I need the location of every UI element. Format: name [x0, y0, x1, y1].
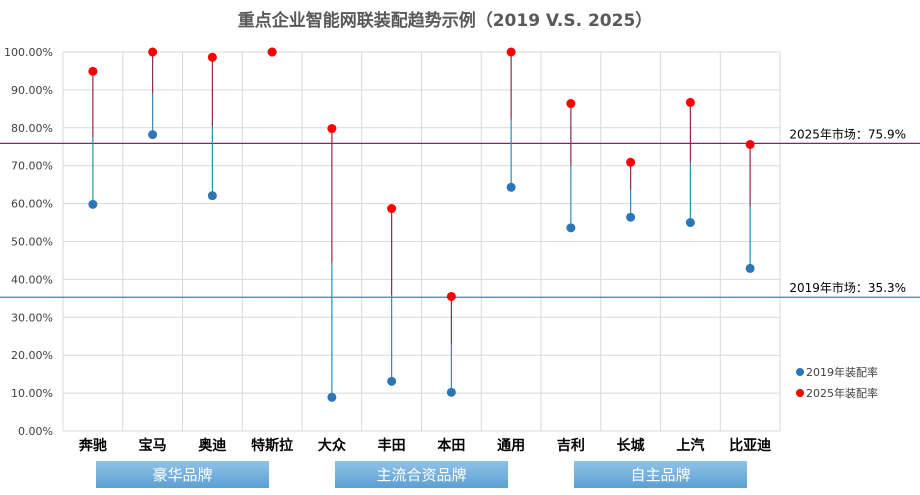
- reference-line-label: 2025年市场：75.9%: [789, 126, 906, 141]
- y-axis: 0.00% 10.00% 20.00% 30.00% 40.00% 50.00% 60.00…: [4, 46, 53, 438]
- y-tick-label: 70.00%: [11, 160, 53, 173]
- y-tick-label: 80.00%: [11, 122, 53, 135]
- point-2019: [387, 376, 397, 386]
- y-tick-label: 0.00%: [18, 425, 53, 438]
- y-tick-label: 10.00%: [11, 387, 53, 400]
- point-2019: [626, 212, 636, 222]
- x-tick-label: 比亚迪: [729, 437, 771, 454]
- y-tick-label: 100.00%: [4, 46, 53, 59]
- point-2019: [745, 263, 755, 273]
- point-2025: [506, 47, 516, 57]
- point-2025: [327, 124, 337, 134]
- point-2025: [387, 204, 397, 214]
- x-tick-label: 丰田: [378, 437, 406, 454]
- point-2025: [148, 47, 158, 57]
- y-tick-label: 50.00%: [11, 236, 53, 249]
- x-tick-label: 通用: [497, 438, 525, 454]
- group-bar: [96, 461, 269, 488]
- y-tick-label: 60.00%: [11, 198, 53, 211]
- point-2019: [506, 182, 516, 192]
- point-2025: [685, 97, 695, 107]
- x-tick-label: 吉利: [557, 437, 585, 454]
- legend-label: 2019年装配率: [806, 365, 878, 379]
- x-tick-label: 奔驰: [78, 437, 107, 454]
- data-points: [88, 47, 755, 402]
- y-tick-label: 40.00%: [11, 273, 53, 286]
- point-2025: [446, 291, 456, 301]
- group-label: 主流合资品牌: [376, 466, 466, 484]
- x-tick-label: 奥迪: [198, 437, 226, 454]
- x-tick-label: 特斯拉: [251, 437, 293, 454]
- x-tick-label: 宝马: [139, 437, 167, 454]
- legend: 2019年装配率 2025年装配率: [796, 365, 878, 400]
- x-tick-label: 上汽: [676, 437, 704, 454]
- stems: [92, 52, 751, 398]
- y-tick-label: 30.00%: [11, 311, 53, 324]
- point-2019: [685, 218, 695, 228]
- category-groups: 豪华品牌 主流合资品牌 自主品牌: [96, 461, 747, 488]
- point-2019: [446, 387, 456, 397]
- point-2025: [626, 157, 636, 167]
- point-2025: [267, 47, 277, 57]
- point-2019: [566, 223, 576, 233]
- point-2019: [207, 191, 217, 201]
- chart-title: 重点企业智能网联装配趋势示例（2019 V.S. 2025）: [238, 10, 653, 31]
- group-label: 自主品牌: [630, 466, 690, 484]
- group-bar: [335, 461, 508, 488]
- point-2019: [148, 130, 158, 140]
- point-2019: [88, 199, 98, 209]
- group-label: 豪华品牌: [152, 466, 212, 484]
- y-tick-label: 90.00%: [11, 84, 53, 97]
- x-tick-label: 长城: [617, 437, 645, 454]
- reference-line-label: 2019年市场：35.3%: [789, 280, 906, 295]
- group-bar: [574, 461, 747, 488]
- legend-label: 2025年装配率: [806, 386, 878, 400]
- point-2025: [566, 99, 576, 109]
- point-2025: [745, 139, 755, 149]
- point-2025: [88, 66, 98, 76]
- x-tick-label: 大众: [318, 437, 346, 454]
- x-tick-label: 本田: [437, 437, 465, 454]
- reference-lines: 2025年市场：75.9% 2019年市场：35.3%: [0, 126, 920, 298]
- legend-marker: [796, 368, 804, 376]
- point-2025: [207, 52, 217, 62]
- point-2019: [327, 392, 337, 402]
- x-axis: 奔驰 宝马 奥迪 特斯拉 大众 丰田 本田 通用 吉利 长城 上汽 比亚迪: [78, 437, 771, 454]
- grid: [62, 51, 781, 432]
- legend-marker: [796, 389, 804, 397]
- y-tick-label: 20.00%: [11, 349, 53, 362]
